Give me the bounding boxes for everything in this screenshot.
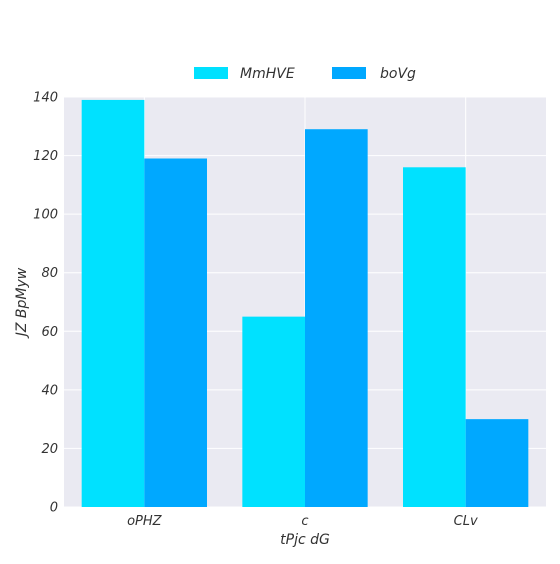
y-tick-label: 60 xyxy=(41,325,58,340)
y-axis-ticks: 0 20 40 60 80 100 120 140 xyxy=(33,91,58,516)
y-tick-label: 140 xyxy=(33,91,58,106)
x-tick-label: CLv xyxy=(454,514,478,529)
x-tick-label: c xyxy=(301,514,308,529)
legend-swatch xyxy=(194,67,228,79)
bar-MmHVE-CLv xyxy=(403,167,466,508)
x-tick-label: oPHZ xyxy=(127,514,163,529)
legend-swatch xyxy=(332,67,366,79)
y-tick-label: 40 xyxy=(41,383,58,398)
bar-boVg-CLv xyxy=(465,419,529,507)
legend: MmHVE boVg xyxy=(194,66,416,82)
legend-label: boVg xyxy=(380,66,416,82)
bar-MmHVE-c xyxy=(242,316,305,507)
bars xyxy=(81,99,529,508)
legend-label: MmHVE xyxy=(240,66,295,82)
y-axis-label: JZ BpMyw xyxy=(14,267,30,339)
y-tick-label: 20 xyxy=(41,442,58,457)
x-axis-label: tPjc dG xyxy=(280,532,330,548)
bar-boVg-c xyxy=(305,129,368,507)
y-tick-label: 0 xyxy=(50,501,58,516)
y-tick-label: 100 xyxy=(33,208,58,223)
bar-boVg-oPHZ xyxy=(144,158,207,507)
y-tick-label: 120 xyxy=(33,149,58,164)
bar-MmHVE-oPHZ xyxy=(81,99,145,507)
y-tick-label: 80 xyxy=(41,266,58,281)
x-axis-ticks: oPHZ c CLv xyxy=(127,514,478,529)
